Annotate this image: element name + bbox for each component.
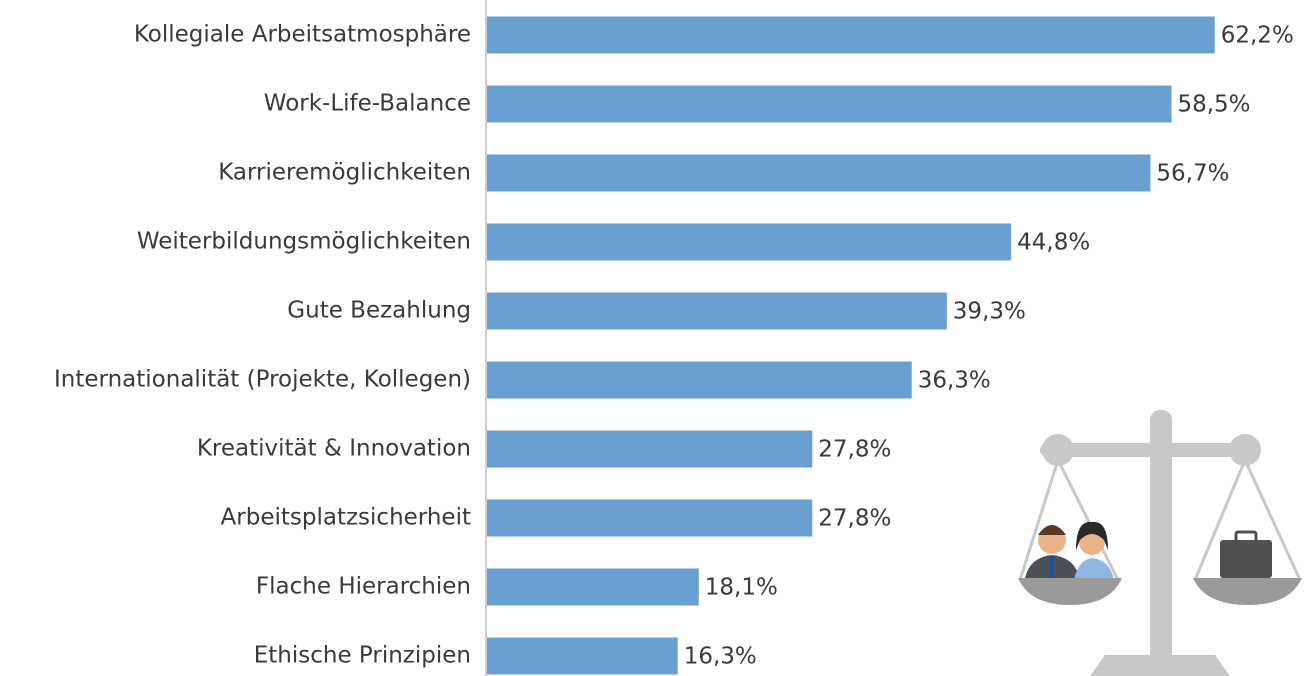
category-label: Flache Hierarchien (256, 574, 471, 600)
value-label: 18,1% (705, 575, 778, 601)
bar (487, 154, 1151, 192)
bar (487, 499, 813, 537)
value-label: 58,5% (1177, 92, 1250, 118)
category-label: Arbeitsplatzsicherheit (221, 505, 471, 531)
category-label: Weiterbildungsmöglichkeiten (137, 229, 471, 255)
value-label: 44,8% (1017, 230, 1090, 256)
bar (487, 430, 813, 468)
category-label: Kollegiale Arbeitsatmosphäre (134, 22, 471, 48)
category-label: Kreativität & Innovation (197, 436, 471, 462)
value-label: 62,2% (1221, 23, 1294, 49)
category-label: Gute Bezahlung (287, 298, 471, 324)
value-label: 27,8% (818, 506, 891, 532)
value-label: 56,7% (1156, 161, 1229, 187)
bar (487, 85, 1172, 123)
value-label: 36,3% (918, 368, 991, 394)
value-label: 16,3% (684, 644, 757, 670)
bar (487, 16, 1215, 54)
bar (487, 292, 947, 330)
bar (487, 637, 678, 675)
bar (487, 223, 1012, 261)
category-label: Internationalität (Projekte, Kollegen) (54, 367, 471, 393)
scales-illustration (1018, 410, 1302, 676)
category-label: Ethische Prinzipien (254, 643, 471, 669)
bar (487, 568, 699, 606)
value-label: 39,3% (953, 299, 1026, 325)
category-label: Karrieremöglichkeiten (218, 160, 471, 186)
bar (487, 361, 912, 399)
value-label: 27,8% (818, 437, 891, 463)
category-label: Work-Life-Balance (264, 91, 471, 117)
